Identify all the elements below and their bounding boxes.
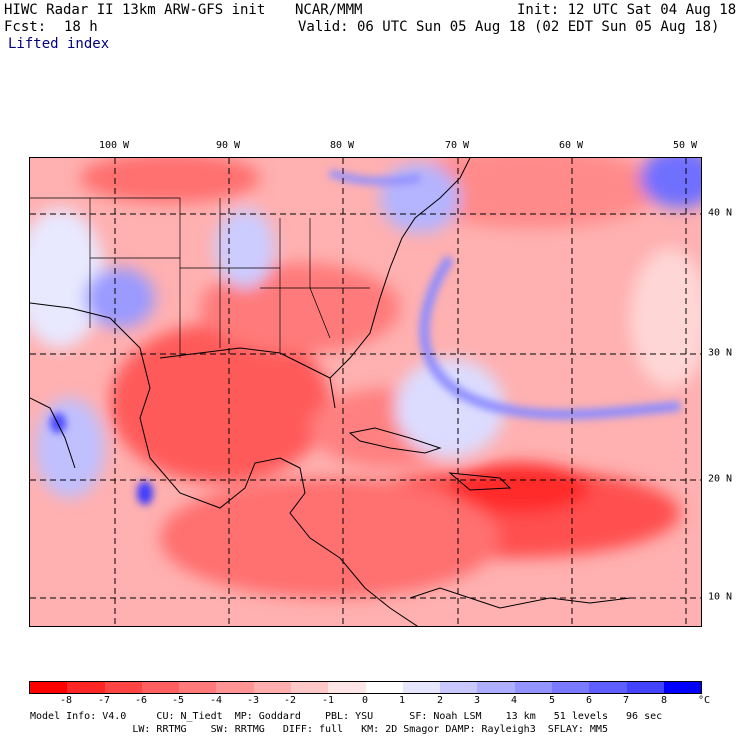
colorbar-tick: 3 [473, 695, 481, 706]
model-title: HIWC Radar II 13km ARW-GFS init [4, 2, 266, 18]
colorbar-tick: 8 [660, 695, 668, 706]
lat-label-10n: 10 N [708, 591, 733, 603]
gulf-mexico-coast [30, 302, 418, 626]
colorbar-swatch [216, 682, 254, 693]
state-borders [30, 197, 370, 358]
colorbar-tick: 5 [548, 695, 556, 706]
colorbar-tick: 6 [585, 695, 593, 706]
coastlines [30, 158, 631, 626]
colorbar-swatch [365, 682, 403, 693]
colorbar-swatch [402, 682, 441, 693]
lon-label-80w: 80 W [329, 140, 355, 151]
colorbar-swatch [440, 682, 478, 693]
organization: NCAR/MMM [295, 2, 363, 18]
southwest-stable-area [30, 208, 105, 348]
init-time: Init: 12 UTC Sat 04 Aug 18 [517, 2, 737, 18]
lat-label-30n: 30 N [708, 347, 733, 359]
colorbar-swatch [67, 682, 105, 693]
colorbar-swatch [104, 682, 142, 693]
colorbar-swatch [514, 682, 552, 693]
colorbar-swatch [290, 682, 329, 693]
forecast-label: Fcst: [4, 19, 47, 35]
texas-panhandle-stable [85, 268, 155, 328]
north-plains-area [80, 158, 260, 203]
lon-label-50w: 50 W [672, 140, 698, 151]
colorbar-tick: 1 [398, 695, 406, 706]
colorbar-tick: 2 [436, 695, 444, 706]
atlantic-stable-area [395, 358, 505, 458]
colorbar-swatch [663, 682, 702, 693]
state-border [30, 197, 91, 328]
model-info-line2: LW: RRTMG SW: RRTMG DIFF: full KM: 2D Sm… [30, 724, 608, 735]
cuba-outline [348, 427, 442, 454]
colorbar-swatch [477, 682, 515, 693]
valid-time: Valid: 06 UTC Sun 05 Aug 18 (02 EDT Sun … [298, 19, 720, 35]
state-border [309, 218, 331, 339]
colorbar-swatch [253, 682, 291, 693]
lifted-index-map [29, 157, 702, 627]
colorbar-tick: 0 [361, 695, 369, 706]
baja-coast [30, 397, 76, 469]
model-info-line1: Model Info: V4.0 CU: N_Tiedt MP: Goddard… [30, 711, 663, 722]
east-atlantic-area [630, 248, 701, 388]
colorbar-unit: °C [697, 695, 711, 706]
lat-lon-grid [30, 158, 701, 626]
colorbar-tick: 4 [510, 695, 518, 706]
south-america-coast [409, 587, 631, 609]
mexico-stable-area [35, 398, 105, 498]
colorbar-tick: -4 [209, 695, 223, 706]
colorbar-swatch [589, 682, 627, 693]
northeast-stable-area [380, 163, 460, 233]
hispaniola-outline [448, 472, 512, 491]
colorbar-swatch [626, 682, 664, 693]
atlantic-stable-band [419, 255, 681, 420]
central-america-area [160, 478, 500, 598]
caribbean-core [450, 463, 590, 513]
colorbar-tick: -1 [321, 695, 335, 706]
state-border [90, 197, 280, 269]
colorbar-tick: -5 [171, 695, 185, 706]
lon-label-100w: 100 W [98, 140, 130, 151]
lat-label-20n: 20 N [708, 473, 733, 485]
colorbar-tick: 7 [622, 695, 630, 706]
colorbar-swatch [551, 682, 590, 693]
colorbar-tick: -6 [134, 695, 148, 706]
colorbar-tick: -8 [59, 695, 73, 706]
great-lakes-stable-band [328, 169, 421, 186]
colorbar-swatch [328, 682, 366, 693]
colorbar-tick: -2 [283, 695, 297, 706]
midwest-stable-area [215, 208, 275, 288]
colorbar-tick: -7 [97, 695, 111, 706]
colorbar-swatch [30, 682, 68, 693]
lon-label-60w: 60 W [558, 140, 584, 151]
colorbar-swatch [141, 682, 180, 693]
colorbar-swatch [179, 682, 217, 693]
lifted-index-field [30, 158, 701, 598]
north-atlantic-area [400, 158, 660, 228]
field-name: Lifted index [8, 36, 110, 52]
lon-label-70w: 70 W [444, 140, 470, 151]
lat-label-40n: 40 N [708, 207, 733, 219]
gulf-unstable-area [110, 323, 330, 483]
mexico-stable-spot [137, 481, 153, 505]
colorbar-tick: -3 [246, 695, 260, 706]
colorbar [29, 681, 702, 694]
us-east-coast [159, 158, 471, 409]
lon-label-90w: 90 W [215, 140, 241, 151]
forecast-hours: 18 h [64, 19, 98, 35]
map-canvas [30, 158, 701, 626]
